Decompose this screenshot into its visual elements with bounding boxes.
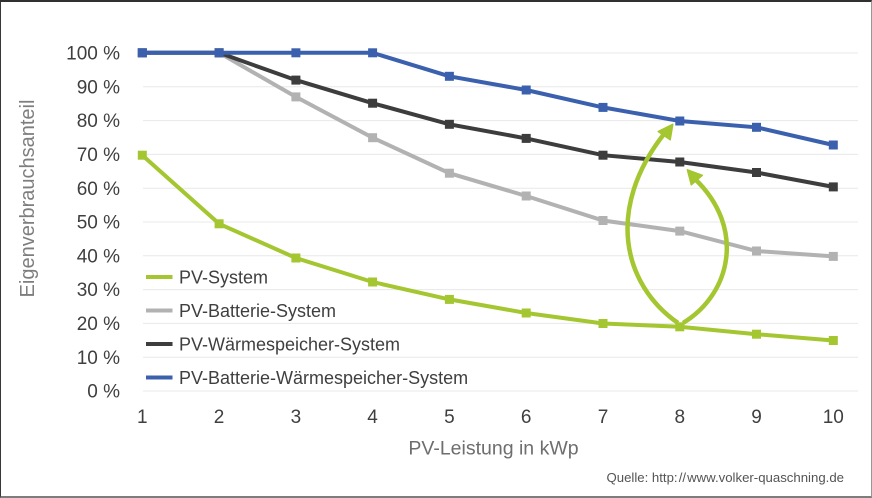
svg-text:80 %: 80 % bbox=[77, 111, 120, 132]
svg-text:5: 5 bbox=[444, 407, 455, 428]
svg-text:PV-Batterie-System: PV-Batterie-System bbox=[179, 301, 336, 321]
svg-text:60 %: 60 % bbox=[77, 179, 120, 200]
svg-text:7: 7 bbox=[598, 407, 609, 428]
svg-text:9: 9 bbox=[751, 407, 762, 428]
svg-text:PV-Leistung in kWp: PV-Leistung in kWp bbox=[408, 438, 578, 460]
svg-text:PV-Wärmespeicher-System: PV-Wärmespeicher-System bbox=[179, 334, 400, 354]
svg-text:3: 3 bbox=[291, 407, 302, 428]
svg-text:30 %: 30 % bbox=[77, 280, 120, 301]
svg-text:100 %: 100 % bbox=[66, 44, 120, 65]
svg-text:6: 6 bbox=[521, 407, 532, 428]
svg-text:40 %: 40 % bbox=[77, 246, 120, 267]
svg-text:0 %: 0 % bbox=[87, 382, 120, 403]
svg-text:PV-Batterie-Wärmespeicher-Syst: PV-Batterie-Wärmespeicher-System bbox=[179, 368, 468, 388]
svg-text:PV-System: PV-System bbox=[179, 267, 268, 287]
svg-text:Eigenverbrauchsanteil: Eigenverbrauchsanteil bbox=[17, 100, 39, 298]
svg-text:8: 8 bbox=[675, 407, 686, 428]
svg-text:2: 2 bbox=[214, 407, 225, 428]
svg-text:90 %: 90 % bbox=[77, 77, 120, 98]
svg-text:10: 10 bbox=[823, 407, 844, 428]
svg-text:Quelle: http: // www.volker-qu: Quelle: http: // www.volker-quaschning.d… bbox=[606, 470, 844, 485]
svg-text:20 %: 20 % bbox=[77, 314, 120, 335]
svg-text:50 %: 50 % bbox=[77, 213, 120, 234]
svg-text:10 %: 10 % bbox=[77, 348, 120, 369]
svg-text:70 %: 70 % bbox=[77, 145, 120, 166]
svg-text:4: 4 bbox=[367, 407, 378, 428]
svg-text:1: 1 bbox=[137, 407, 148, 428]
